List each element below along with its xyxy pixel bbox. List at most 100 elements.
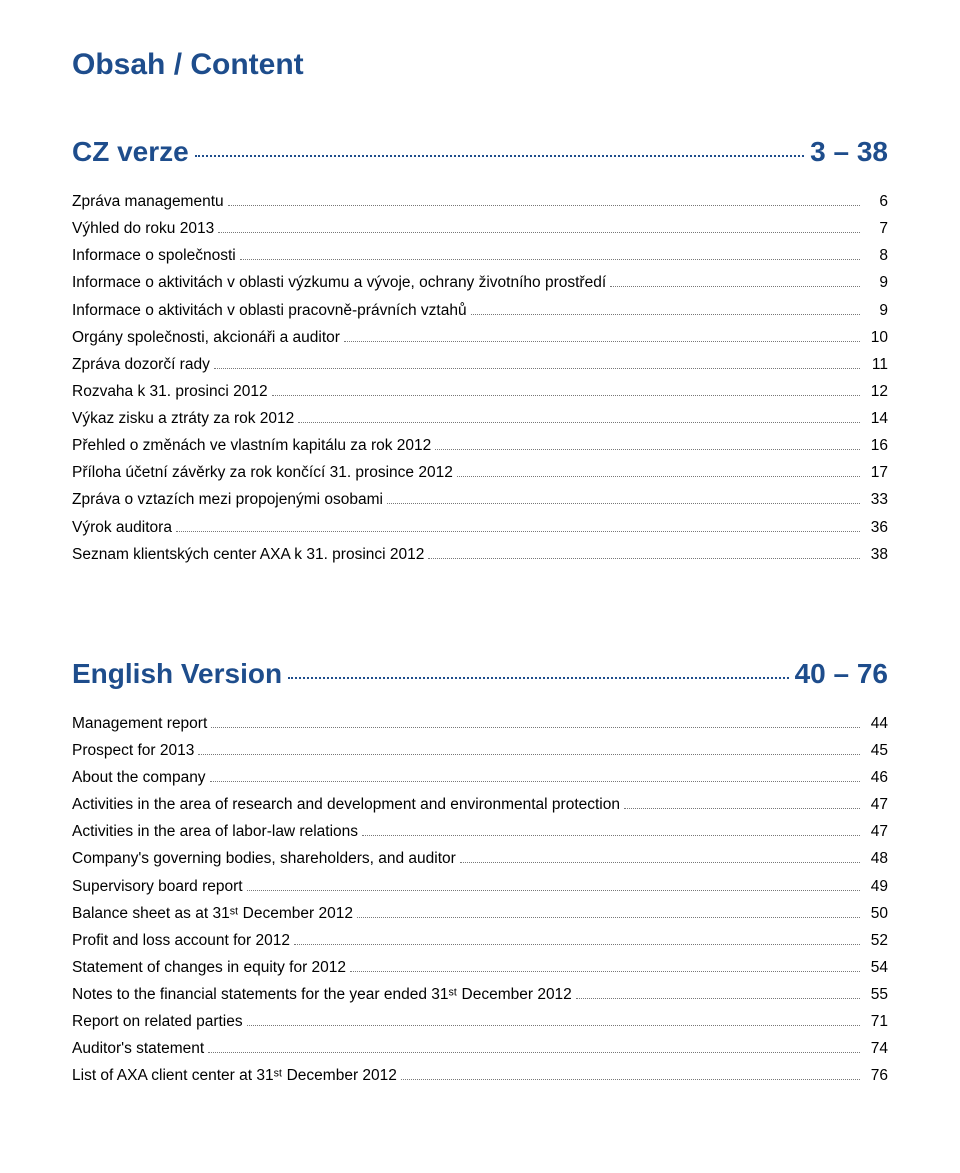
leader-dots xyxy=(218,232,860,233)
leader-dots xyxy=(344,341,860,342)
toc-page: 6 xyxy=(864,188,888,215)
leader-dots xyxy=(208,1052,860,1053)
leader-dots xyxy=(610,286,860,287)
leader-dots xyxy=(435,449,860,450)
leader-dots xyxy=(624,808,860,809)
toc-page: 47 xyxy=(864,791,888,818)
toc-row: Activities in the area of labor-law rela… xyxy=(72,818,888,845)
toc-label: Zpráva managementu xyxy=(72,188,224,215)
toc-label: Informace o společnosti xyxy=(72,242,236,269)
toc-page: 49 xyxy=(864,873,888,900)
toc-label: Rozvaha k 31. prosinci 2012 xyxy=(72,378,268,405)
toc-label: List of AXA client center at 31ˢᵗ Decemb… xyxy=(72,1062,397,1089)
leader-dots xyxy=(288,677,789,679)
leader-dots xyxy=(401,1079,860,1080)
toc-label: Seznam klientských center AXA k 31. pros… xyxy=(72,541,424,568)
en-section-page-range: 40 – 76 xyxy=(795,658,888,690)
cz-section-title: CZ verze xyxy=(72,136,189,168)
toc-label: Orgány společnosti, akcionáři a auditor xyxy=(72,324,340,351)
en-toc-list: Management report44Prospect for 201345Ab… xyxy=(72,710,888,1090)
leader-dots xyxy=(247,890,860,891)
toc-page: 16 xyxy=(864,432,888,459)
en-section-title: English Version xyxy=(72,658,282,690)
leader-dots xyxy=(195,155,804,157)
toc-row: Seznam klientských center AXA k 31. pros… xyxy=(72,541,888,568)
toc-row: Výhled do roku 2013 7 xyxy=(72,215,888,242)
toc-page: 11 xyxy=(864,351,888,378)
leader-dots xyxy=(428,558,860,559)
leader-dots xyxy=(176,531,860,532)
leader-dots xyxy=(387,503,860,504)
toc-row: Zpráva o vztazích mezi propojenými osoba… xyxy=(72,486,888,513)
leader-dots xyxy=(214,368,860,369)
toc-page: 17 xyxy=(864,459,888,486)
toc-page: 7 xyxy=(864,215,888,242)
toc-label: Zpráva dozorčí rady xyxy=(72,351,210,378)
toc-row: Company's governing bodies, shareholders… xyxy=(72,845,888,872)
toc-label: Profit and loss account for 2012 xyxy=(72,927,290,954)
leader-dots xyxy=(362,835,860,836)
toc-label: Zpráva o vztazích mezi propojenými osoba… xyxy=(72,486,383,513)
toc-label: About the company xyxy=(72,764,206,791)
toc-page: 9 xyxy=(864,269,888,296)
toc-label: Notes to the financial statements for th… xyxy=(72,981,572,1008)
toc-label: Statement of changes in equity for 2012 xyxy=(72,954,346,981)
cz-section-page-range: 3 – 38 xyxy=(810,136,888,168)
leader-dots xyxy=(350,971,860,972)
toc-page: 50 xyxy=(864,900,888,927)
toc-row: Balance sheet as at 31ˢᵗ December 2012 50 xyxy=(72,900,888,927)
toc-page: 44 xyxy=(864,710,888,737)
toc-label: Informace o aktivitách v oblasti výzkumu… xyxy=(72,269,606,296)
toc-label: Výrok auditora xyxy=(72,514,172,541)
toc-page: 71 xyxy=(864,1008,888,1035)
toc-page: 45 xyxy=(864,737,888,764)
toc-page: 55 xyxy=(864,981,888,1008)
en-section-header: English Version 40 – 76 xyxy=(72,658,888,690)
leader-dots xyxy=(211,727,860,728)
leader-dots xyxy=(457,476,860,477)
toc-page: 14 xyxy=(864,405,888,432)
page-title: Obsah / Content xyxy=(72,48,888,82)
toc-label: Příloha účetní závěrky za rok končící 31… xyxy=(72,459,453,486)
toc-page: 9 xyxy=(864,297,888,324)
toc-label: Informace o aktivitách v oblasti pracovn… xyxy=(72,297,467,324)
toc-row: About the company46 xyxy=(72,764,888,791)
toc-row: Profit and loss account for 2012 52 xyxy=(72,927,888,954)
toc-row: Informace o společnosti 8 xyxy=(72,242,888,269)
toc-row: Zpráva dozorčí rady 11 xyxy=(72,351,888,378)
toc-label: Activities in the area of research and d… xyxy=(72,791,620,818)
toc-page: 74 xyxy=(864,1035,888,1062)
toc-row: Příloha účetní závěrky za rok končící 31… xyxy=(72,459,888,486)
toc-label: Activities in the area of labor-law rela… xyxy=(72,818,358,845)
toc-label: Company's governing bodies, shareholders… xyxy=(72,845,456,872)
toc-row: Výrok auditora36 xyxy=(72,514,888,541)
toc-row: List of AXA client center at 31ˢᵗ Decemb… xyxy=(72,1062,888,1089)
toc-label: Přehled o změnách ve vlastním kapitálu z… xyxy=(72,432,431,459)
leader-dots xyxy=(294,944,860,945)
toc-page: 52 xyxy=(864,927,888,954)
toc-label: Výhled do roku 2013 xyxy=(72,215,214,242)
toc-row: Přehled o změnách ve vlastním kapitálu z… xyxy=(72,432,888,459)
toc-row: Výkaz zisku a ztráty za rok 2012 14 xyxy=(72,405,888,432)
toc-page: 8 xyxy=(864,242,888,269)
toc-page: 33 xyxy=(864,486,888,513)
leader-dots xyxy=(210,781,860,782)
toc-page: 76 xyxy=(864,1062,888,1089)
toc-label: Balance sheet as at 31ˢᵗ December 2012 xyxy=(72,900,353,927)
toc-label: Report on related parties xyxy=(72,1008,243,1035)
toc-label: Supervisory board report xyxy=(72,873,243,900)
toc-label: Výkaz zisku a ztráty za rok 2012 xyxy=(72,405,294,432)
leader-dots xyxy=(240,259,860,260)
toc-row: Informace o aktivitách v oblasti výzkumu… xyxy=(72,269,888,296)
toc-row: Management report44 xyxy=(72,710,888,737)
toc-page: 12 xyxy=(864,378,888,405)
leader-dots xyxy=(298,422,860,423)
leader-dots xyxy=(272,395,860,396)
toc-page: 38 xyxy=(864,541,888,568)
leader-dots xyxy=(198,754,860,755)
toc-row: Orgány společnosti, akcionáři a auditor 1… xyxy=(72,324,888,351)
leader-dots xyxy=(247,1025,860,1026)
toc-row: Prospect for 201345 xyxy=(72,737,888,764)
cz-toc-list: Zpráva managementu6Výhled do roku 20137I… xyxy=(72,188,888,568)
toc-page: 10 xyxy=(864,324,888,351)
